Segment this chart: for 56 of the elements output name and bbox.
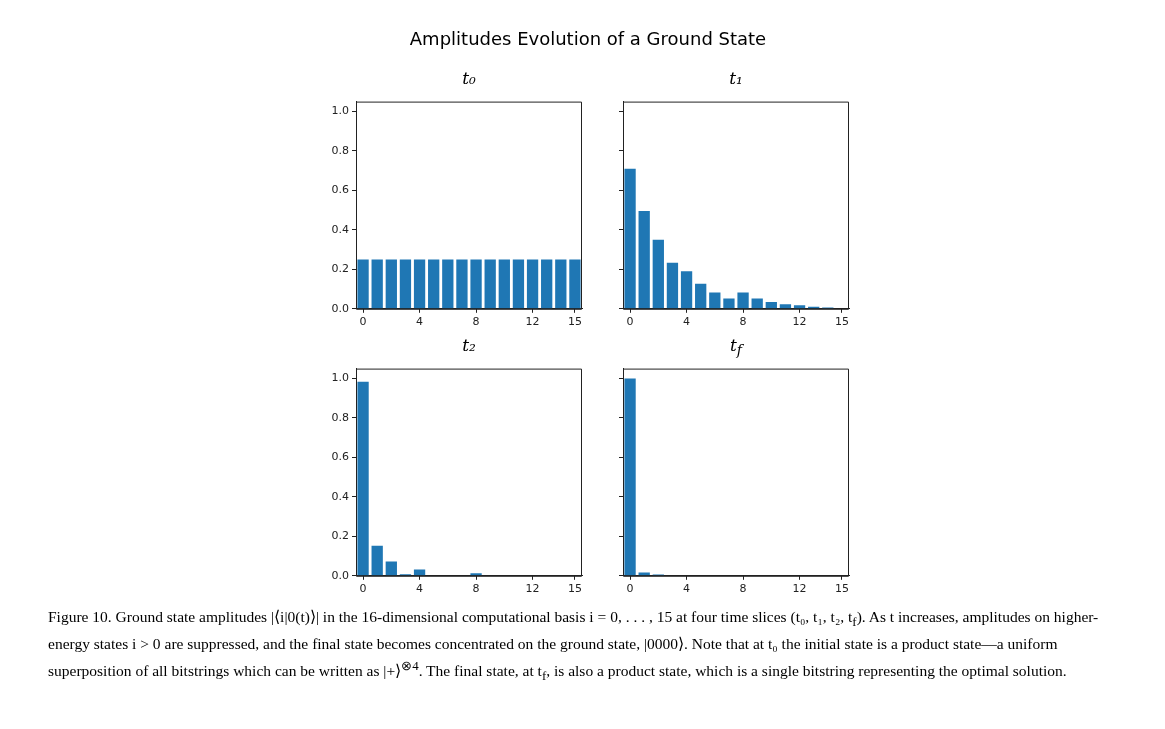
text: Figure 10. Ground state amplitudes |⟨i|0(t)⟩| in the 16-dimensional computational basis i = 0, . . . , 15 at four time slices (t₀, t₁, t₂, t$_{f}$). As t increases, amplitudes on higher-energy states i > 0 are suppressed, and the final state becomes concentrated on the ground state, |0000⟩. Note that at t₀ the initial state is a product state—a uniform superposition of all bitstrings which can be written as |+⟩$^{⊗4}$. The final state, at t$_{f}$, is also a product state, which is a single bitstring representing the optimal solution.: [48, 608, 1099, 684]
bar: [470, 573, 482, 576]
x-tick-label: 12: [792, 582, 807, 596]
y-tick-label: 0.2: [331, 262, 349, 276]
x-tick-label: 0: [626, 582, 634, 596]
x-tick-label: 8: [739, 582, 747, 596]
x-tick-label: 12: [792, 315, 807, 329]
x-tick-label: 15: [834, 582, 849, 596]
bar: [765, 301, 777, 309]
x-tick-label: 15: [567, 315, 582, 329]
x-tick-label: 12: [525, 582, 540, 596]
chart-title: t₀: [461, 68, 477, 90]
chart-title: t₁: [728, 68, 744, 90]
x-tick-label: 4: [416, 582, 424, 596]
y-tick-label: 1.0: [331, 104, 349, 118]
chart-title: t₂: [461, 335, 477, 357]
bar: [680, 271, 693, 309]
x-tick-label: 12: [525, 315, 540, 329]
x-tick-label: 4: [683, 582, 691, 596]
bar: [413, 569, 426, 576]
x-tick-label: 4: [416, 315, 424, 329]
y-tick-label: 0.6: [331, 183, 349, 197]
y-tick-label: 0.6: [331, 450, 349, 464]
bar: [385, 561, 397, 576]
y-tick-label: 0.8: [331, 143, 349, 157]
bar: [779, 304, 792, 309]
bar: [737, 292, 749, 309]
x-tick-label: 0: [359, 315, 367, 329]
bar: [371, 545, 383, 576]
y-tick-label: 0.8: [331, 410, 349, 424]
x-tick-label: 8: [472, 582, 480, 596]
bar: [638, 211, 650, 309]
y-tick-label: 0.4: [331, 489, 349, 503]
bar: [723, 298, 735, 309]
bar: [793, 305, 806, 309]
x-tick-label: 0: [359, 582, 367, 596]
bar: [666, 262, 679, 309]
chart-title: t$_{f}$: [728, 335, 745, 359]
bar: [709, 292, 721, 309]
y-tick-label: 0.0: [331, 301, 349, 315]
x-tick-label: 4: [683, 315, 691, 329]
x-tick-label: 15: [834, 315, 849, 329]
bar: [624, 168, 636, 309]
bar: [751, 298, 763, 309]
x-tick-label: 15: [567, 582, 582, 596]
x-tick-label: 0: [626, 315, 634, 329]
y-tick-label: 1.0: [331, 371, 349, 385]
x-tick-label: 8: [472, 315, 480, 329]
bar: [357, 381, 369, 576]
y-tick-label: 0.4: [331, 222, 349, 236]
y-tick-label: 0.2: [331, 529, 349, 543]
y-tick-label: 0.0: [331, 568, 349, 582]
x-tick-label: 8: [739, 315, 747, 329]
bar: [695, 283, 707, 309]
bar: [652, 239, 664, 309]
text: Amplitudes Evolution of a Ground State: [408, 28, 768, 49]
